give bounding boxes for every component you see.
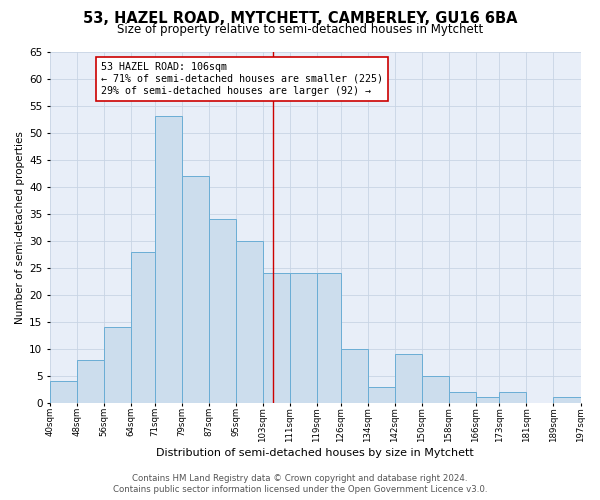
Bar: [368, 386, 395, 403]
Bar: [395, 354, 422, 403]
Bar: [476, 398, 499, 403]
Text: Size of property relative to semi-detached houses in Mytchett: Size of property relative to semi-detach…: [117, 22, 483, 36]
Bar: [317, 273, 341, 403]
Text: 53, HAZEL ROAD, MYTCHETT, CAMBERLEY, GU16 6BA: 53, HAZEL ROAD, MYTCHETT, CAMBERLEY, GU1…: [83, 11, 517, 26]
Bar: [263, 273, 290, 403]
Bar: [50, 382, 77, 403]
Bar: [449, 392, 476, 403]
Bar: [182, 176, 209, 403]
Bar: [341, 349, 368, 403]
Bar: [422, 376, 449, 403]
Bar: [553, 398, 581, 403]
X-axis label: Distribution of semi-detached houses by size in Mytchett: Distribution of semi-detached houses by …: [157, 448, 474, 458]
Bar: [155, 116, 182, 403]
Bar: [104, 327, 131, 403]
Text: Contains HM Land Registry data © Crown copyright and database right 2024.
Contai: Contains HM Land Registry data © Crown c…: [113, 474, 487, 494]
Bar: [236, 240, 263, 403]
Bar: [77, 360, 104, 403]
Bar: [131, 252, 155, 403]
Y-axis label: Number of semi-detached properties: Number of semi-detached properties: [15, 131, 25, 324]
Bar: [209, 219, 236, 403]
Text: 53 HAZEL ROAD: 106sqm
← 71% of semi-detached houses are smaller (225)
29% of sem: 53 HAZEL ROAD: 106sqm ← 71% of semi-deta…: [101, 62, 383, 96]
Bar: [499, 392, 526, 403]
Bar: [290, 273, 317, 403]
